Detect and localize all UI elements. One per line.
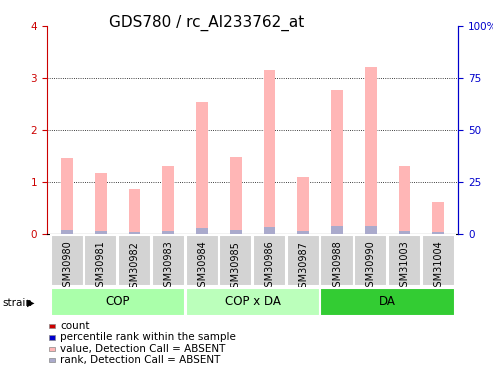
Text: GSM30987: GSM30987: [298, 241, 308, 294]
FancyBboxPatch shape: [118, 235, 151, 286]
Text: GSM31004: GSM31004: [433, 241, 443, 293]
FancyBboxPatch shape: [51, 235, 84, 286]
Text: GSM30988: GSM30988: [332, 241, 342, 293]
Bar: [297, 231, 309, 234]
Text: GSM30982: GSM30982: [130, 241, 140, 294]
Bar: [331, 226, 343, 234]
Bar: [61, 158, 73, 234]
Text: ▶: ▶: [27, 298, 35, 308]
Bar: [432, 232, 444, 234]
Text: GDS780 / rc_AI233762_at: GDS780 / rc_AI233762_at: [109, 15, 305, 31]
Bar: [264, 227, 276, 234]
Bar: [95, 231, 106, 234]
Bar: [162, 166, 174, 234]
Bar: [61, 230, 73, 234]
FancyBboxPatch shape: [84, 235, 117, 286]
Bar: [365, 67, 377, 234]
Text: GSM31003: GSM31003: [399, 241, 410, 293]
Text: GSM30985: GSM30985: [231, 241, 241, 294]
Text: GSM30986: GSM30986: [265, 241, 275, 293]
Text: DA: DA: [379, 296, 396, 308]
Text: GSM30981: GSM30981: [96, 241, 106, 293]
Bar: [162, 231, 174, 234]
Bar: [432, 202, 444, 234]
FancyBboxPatch shape: [185, 235, 218, 286]
FancyBboxPatch shape: [422, 235, 455, 286]
Text: GSM30980: GSM30980: [62, 241, 72, 293]
Text: COP: COP: [106, 296, 130, 308]
Text: strain: strain: [2, 298, 33, 308]
FancyBboxPatch shape: [287, 235, 320, 286]
Text: COP x DA: COP x DA: [225, 296, 281, 308]
Bar: [129, 189, 141, 234]
Bar: [230, 230, 242, 234]
Text: GSM30984: GSM30984: [197, 241, 207, 293]
Bar: [129, 232, 141, 234]
FancyBboxPatch shape: [320, 235, 353, 286]
Bar: [230, 158, 242, 234]
Text: rank, Detection Call = ABSENT: rank, Detection Call = ABSENT: [60, 355, 220, 365]
Text: count: count: [60, 321, 90, 331]
Text: percentile rank within the sample: percentile rank within the sample: [60, 333, 236, 342]
FancyBboxPatch shape: [185, 288, 320, 316]
FancyBboxPatch shape: [51, 288, 185, 316]
Bar: [365, 225, 377, 234]
FancyBboxPatch shape: [152, 235, 185, 286]
FancyBboxPatch shape: [219, 235, 252, 286]
Bar: [95, 173, 106, 234]
Text: GSM30983: GSM30983: [163, 241, 174, 293]
Text: GSM30990: GSM30990: [366, 241, 376, 293]
FancyBboxPatch shape: [253, 235, 286, 286]
FancyBboxPatch shape: [354, 235, 387, 286]
Bar: [297, 177, 309, 234]
Bar: [399, 231, 410, 234]
Bar: [399, 166, 410, 234]
Bar: [331, 90, 343, 234]
Bar: [196, 228, 208, 234]
FancyBboxPatch shape: [388, 235, 421, 286]
Text: value, Detection Call = ABSENT: value, Detection Call = ABSENT: [60, 344, 225, 354]
Bar: [264, 70, 276, 234]
FancyBboxPatch shape: [320, 288, 455, 316]
Bar: [196, 102, 208, 234]
